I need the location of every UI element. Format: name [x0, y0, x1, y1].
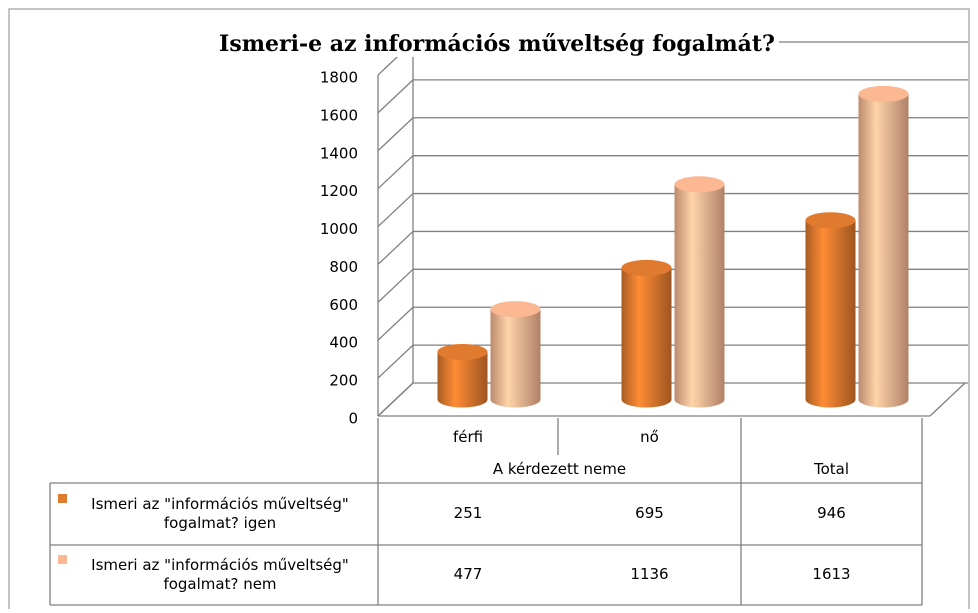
bar-top	[674, 176, 725, 193]
group-label-box: Total	[813, 460, 850, 478]
grid-line	[377, 268, 414, 303]
category-label: nő	[640, 427, 659, 446]
group-label: A kérdezett neme	[492, 460, 627, 478]
grid-line	[377, 79, 414, 114]
y-tick-label: 0	[348, 410, 358, 428]
legend-swatch	[58, 494, 67, 503]
y-tick-label: 400	[329, 334, 358, 352]
table-value-box: 946	[817, 504, 846, 522]
bar	[805, 212, 856, 408]
table-value: 477	[453, 565, 483, 583]
y-tick-label: 1600	[320, 106, 358, 124]
legend-label: Ismeri az "információs műveltség" fogalm…	[91, 556, 349, 593]
bar-body	[621, 267, 672, 408]
bar-body	[437, 351, 488, 408]
grid-line	[377, 344, 414, 379]
title-background	[215, 31, 779, 57]
y-tick-label: 1800	[320, 69, 358, 87]
y-tick-label: 1400	[320, 144, 358, 162]
bar-top	[621, 259, 672, 276]
bar-top	[490, 301, 541, 318]
bar-body	[805, 220, 856, 408]
floor-edge	[929, 382, 966, 417]
y-tick-label: 1000	[320, 220, 358, 238]
bar-top	[437, 343, 488, 360]
grid-line	[377, 306, 414, 341]
group-label: Total	[813, 460, 850, 478]
chart-title: Ismeri-e az információs műveltség fogalm…	[219, 31, 775, 57]
bar-top	[805, 212, 856, 229]
bar-top	[858, 85, 909, 102]
grid-line	[377, 155, 414, 190]
table-value-box: 1136	[630, 565, 669, 583]
table-value-box: 1613	[812, 565, 851, 583]
category-label-box: férfi	[452, 427, 484, 446]
legend-label: Ismeri az "információs műveltség" fogalm…	[91, 495, 349, 532]
legend-swatch	[58, 555, 67, 564]
table-value-box: 251	[453, 504, 483, 522]
y-tick-label: 1200	[320, 182, 358, 200]
bar	[858, 85, 909, 408]
bar-body	[858, 93, 909, 408]
table-value-box: 695	[635, 504, 664, 522]
bar-body	[490, 309, 541, 408]
bar	[437, 343, 488, 408]
table-value: 695	[635, 504, 664, 522]
table-value: 251	[453, 504, 483, 522]
bar	[490, 301, 541, 408]
table-value: 1136	[630, 565, 669, 583]
legend-label-box: Ismeri az "információs műveltség" fogalm…	[91, 495, 349, 532]
y-tick-label: 200	[329, 372, 358, 390]
category-label-box: nő	[640, 427, 659, 446]
bar	[621, 259, 672, 408]
grid-line	[377, 193, 414, 228]
y-tick-label: 600	[329, 296, 358, 314]
grid-line	[377, 382, 414, 417]
category-label: férfi	[452, 427, 484, 446]
table-value-box: 477	[453, 565, 483, 583]
legend-label-box: Ismeri az "információs műveltség" fogalm…	[91, 556, 349, 593]
group-label-box: A kérdezett neme	[492, 460, 627, 478]
table-value: 1613	[812, 565, 851, 583]
grid-line	[377, 230, 414, 265]
bar	[674, 176, 725, 408]
grid-line	[377, 117, 414, 152]
y-tick-label: 800	[329, 258, 358, 276]
bar-body	[674, 184, 725, 408]
table-value: 946	[817, 504, 846, 522]
